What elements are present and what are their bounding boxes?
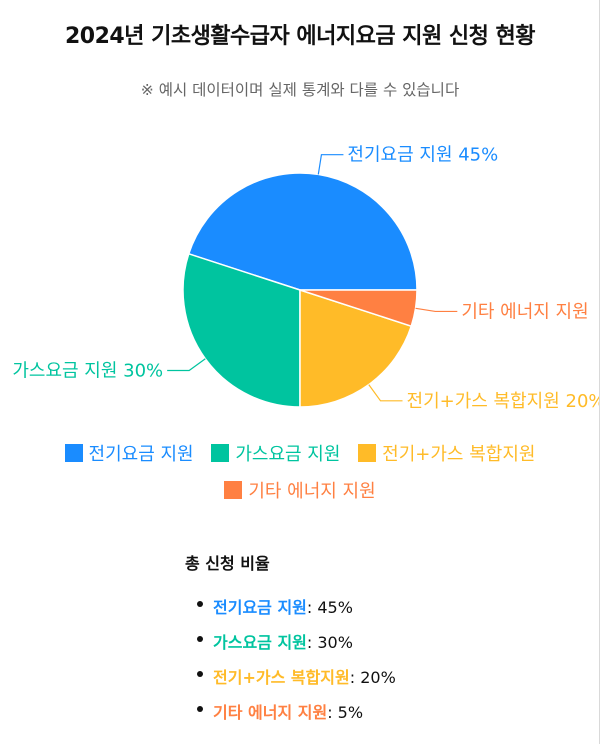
summary-item-electricity: 전기요금 지원: 45% xyxy=(185,594,565,629)
bullet-dot xyxy=(197,706,203,712)
summary-item-combined: 전기+가스 복합지원: 20% xyxy=(185,664,565,699)
summary-item-value: : 45% xyxy=(306,598,353,617)
summary-item-name: 전기요금 지원 xyxy=(213,598,307,617)
pie-slice-electricity[interactable] xyxy=(187,172,418,291)
legend-item-gas[interactable]: 가스요금 지원 xyxy=(211,440,340,466)
pie-slice-combined[interactable] xyxy=(299,288,413,408)
leader-line-electricity xyxy=(317,154,344,175)
summary-item-name: 기타 에너지 지원 xyxy=(213,703,328,722)
legend-row-2: 기타 에너지 지원 xyxy=(0,477,600,503)
legend-item-combined[interactable]: 전기+가스 복합지원 xyxy=(358,440,535,466)
legend-item-other[interactable]: 기타 에너지 지원 xyxy=(224,477,376,503)
summary-item-value: : 30% xyxy=(306,633,353,652)
legend-row-1: 전기요금 지원 가스요금 지원 전기+가스 복합지원 xyxy=(0,440,600,466)
page-subtitle: ※ 예시 데이터이며 실제 통계와 다를 수 있습니다 xyxy=(140,81,460,99)
bullet-dot xyxy=(197,601,203,607)
summary-item-other: 기타 에너지 지원: 5% xyxy=(185,699,565,734)
pie-slice-other[interactable] xyxy=(299,289,418,328)
legend-item-electricity[interactable]: 전기요금 지원 xyxy=(64,440,194,466)
summary-section: 총 신청 비율 전기요금 지원: 45% 가스요금 지원: 30% 전기+가스 … xyxy=(185,550,565,734)
leader-line-gas xyxy=(167,358,206,372)
pie-slice-gas[interactable] xyxy=(182,252,301,408)
leader-line-other xyxy=(415,307,458,313)
legend-swatch xyxy=(64,444,83,462)
legend-swatch xyxy=(224,481,243,499)
pie-group: 전기요금 지원 45% 가스요금 지원 30% 전기+가스 복합지원 20% 기타 에… xyxy=(12,145,600,412)
legend-label: 가스요금 지원 xyxy=(235,444,341,465)
slice-label-electricity: 전기요금 지원 45% xyxy=(347,145,498,166)
slice-label-other: 기타 에너지 지원 xyxy=(461,301,588,322)
slice-label-combined: 전기+가스 복합지원 20% xyxy=(407,391,600,412)
slice-label-gas: 가스요금 지원 30% xyxy=(12,361,163,382)
bullet-dot xyxy=(197,671,203,677)
summary-item-value: : 5% xyxy=(327,703,364,722)
summary-item-value: : 20% xyxy=(349,668,396,687)
summary-item-name: 가스요금 지원 xyxy=(213,633,307,652)
summary-item-gas: 가스요금 지원: 30% xyxy=(185,629,565,664)
legend-label: 전기+가스 복합지원 xyxy=(382,444,536,465)
summary-title: 총 신청 비율 xyxy=(185,554,270,573)
summary-list: 전기요금 지원: 45% 가스요금 지원: 30% 전기+가스 복합지원: 20… xyxy=(185,594,565,734)
bullet-dot xyxy=(197,636,203,642)
legend-label: 전기요금 지원 xyxy=(88,444,194,465)
summary-item-name: 전기+가스 복합지원 xyxy=(213,668,350,687)
page-title: 2024년 기초생활수급자 에너지요금 지원 신청 현황 xyxy=(64,24,536,49)
leader-line-combined xyxy=(368,384,403,402)
legend-swatch xyxy=(358,444,377,462)
legend-label: 기타 에너지 지원 xyxy=(248,481,376,502)
legend-swatch xyxy=(211,444,230,462)
